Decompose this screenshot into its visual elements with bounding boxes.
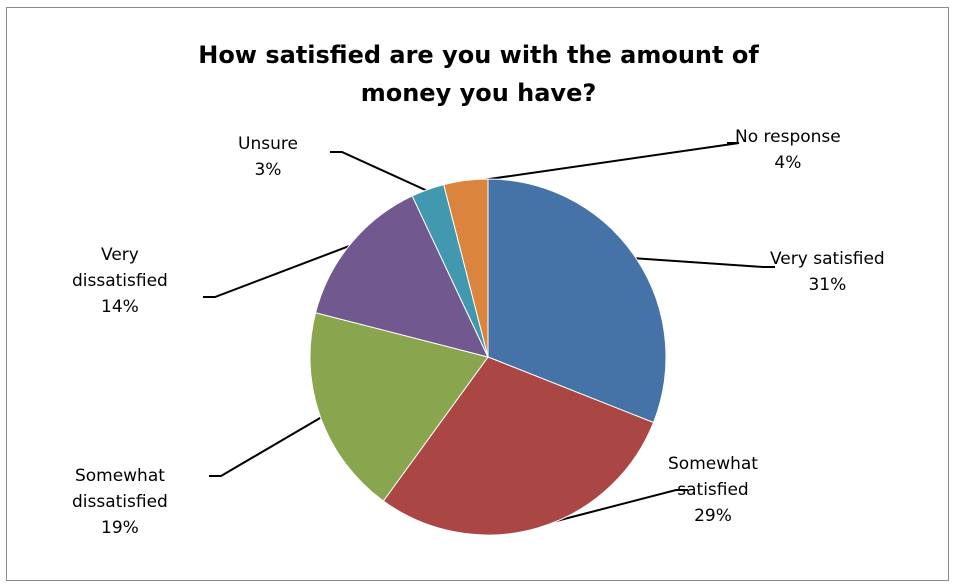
leader-line-unsure [330,151,429,193]
slice-somewhat-dissatisfied [309,312,489,502]
data-label-percent: 14% [101,297,139,317]
data-label-text: Very satisfied [770,249,885,269]
data-label-text: dissatisfied [72,271,168,291]
data-label-percent: 3% [254,160,282,180]
data-label-very-satisfied: Very satisfied 31% [770,246,885,298]
data-label-unsure: Unsure 3% [238,131,298,183]
data-label-text: Unsure [238,134,298,154]
leader-line-no-response [465,142,740,184]
data-label-percent: 19% [101,518,139,538]
data-label-text: No response [735,127,841,147]
leader-line-somewhat-dissatisfied [209,415,323,477]
data-label-text: Somewhat [668,454,758,474]
chart-title: How satisfied are you with the amount of… [0,36,957,112]
data-label-percent: 31% [808,275,847,295]
slice-somewhat-satisfied [382,356,655,536]
data-label-somewhat-satisfied: Somewhat satisfied 29% [668,451,758,529]
data-label-percent: 29% [694,506,732,526]
leader-lines [203,142,775,527]
data-label-somewhat-dissatisfied: Somewhat dissatisfied 19% [72,463,168,541]
data-label-text: Very [101,245,139,265]
data-label-text: Somewhat [74,466,165,486]
slice-very-satisfied [487,178,667,424]
leader-line-somewhat-satisfied [536,489,688,527]
leader-line-very-satisfied [633,257,775,268]
leader-line-very-dissatisfied [203,243,353,298]
chart-title-line-1: How satisfied are you with the amount of [198,41,759,69]
data-label-percent: 4% [774,153,802,173]
slice-very-dissatisfied [314,195,489,358]
chart-title-line-2: money you have? [360,79,597,107]
data-label-text: satisfied [677,480,749,500]
slice-no-response [443,178,489,358]
data-label-no-response: No response 4% [735,124,841,176]
pie-slices [309,178,667,536]
data-label-text: dissatisfied [72,492,168,512]
data-label-very-dissatisfied: Very dissatisfied 14% [72,242,168,320]
